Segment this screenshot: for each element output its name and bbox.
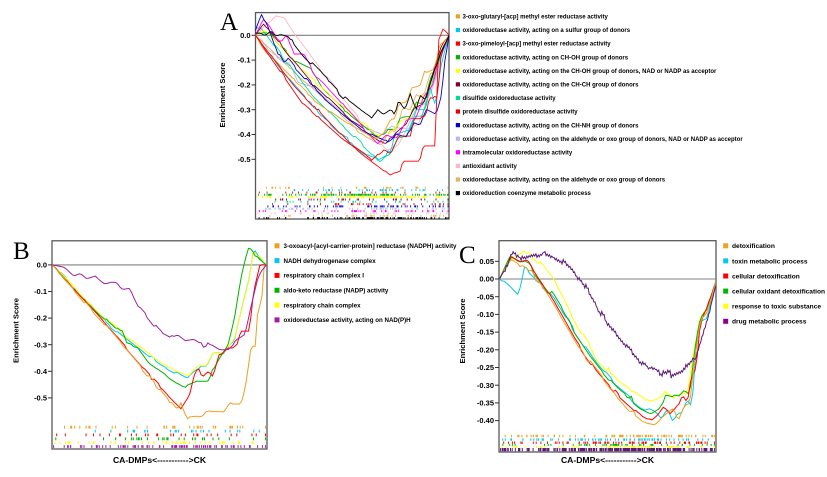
svg-text:-0.35: -0.35 bbox=[477, 399, 494, 408]
svg-text:oxidoreduction coenzyme metabo: oxidoreduction coenzyme metabolic proces… bbox=[463, 191, 592, 197]
svg-text:0.00: 0.00 bbox=[479, 275, 494, 284]
svg-text:CA-DMPs<----------->CK: CA-DMPs<----------->CK bbox=[561, 455, 655, 465]
svg-text:0.0: 0.0 bbox=[240, 31, 250, 40]
svg-text:oxidoreductase activity, actin: oxidoreductase activity, acting on a sul… bbox=[463, 28, 631, 34]
svg-text:oxidoreductase activity, actin: oxidoreductase activity, acting on the C… bbox=[463, 123, 640, 129]
svg-text:Enrichment Score: Enrichment Score bbox=[12, 298, 21, 363]
svg-text:respiratory chain complex: respiratory chain complex bbox=[284, 302, 362, 309]
svg-text:3-oxoacyl-[acyl-carrier-protei: 3-oxoacyl-[acyl-carrier-protein] reducta… bbox=[284, 243, 458, 250]
svg-text:oxidoreductase activity, actin: oxidoreductase activity, acting on the a… bbox=[463, 137, 744, 143]
svg-text:disulfide oxidoreductase activ: disulfide oxidoreductase activity bbox=[463, 96, 557, 102]
svg-text:-0.5: -0.5 bbox=[34, 394, 47, 403]
svg-text:respiratory chain complex I: respiratory chain complex I bbox=[284, 273, 365, 280]
svg-text:antioxidant activity: antioxidant activity bbox=[463, 164, 518, 170]
svg-text:oxidoreductase activity, actin: oxidoreductase activity, acting on the C… bbox=[463, 83, 640, 89]
svg-text:-0.1: -0.1 bbox=[238, 56, 251, 65]
svg-text:oxidoreductase activity, actin: oxidoreductase activity, acting on the a… bbox=[463, 178, 666, 184]
svg-text:3-oxo-pimeloyl-[acp] methyl es: 3-oxo-pimeloyl-[acp] methyl ester reduct… bbox=[463, 42, 612, 48]
svg-text:response to toxic substance: response to toxic substance bbox=[732, 304, 821, 311]
svg-text:aldo-keto reductase (NADP) act: aldo-keto reductase (NADP) activity bbox=[284, 287, 389, 294]
svg-text:-0.10: -0.10 bbox=[477, 310, 494, 319]
svg-text:0.0: 0.0 bbox=[37, 261, 47, 270]
svg-text:CA-DMPs<----------->CK: CA-DMPs<----------->CK bbox=[113, 455, 207, 465]
svg-text:-0.4: -0.4 bbox=[34, 367, 48, 376]
svg-text:B: B bbox=[13, 238, 30, 265]
svg-text:protein disulfide oxidoreducta: protein disulfide oxidoreductase activit… bbox=[463, 110, 579, 116]
svg-text:Enrichment Score: Enrichment Score bbox=[458, 299, 467, 364]
svg-text:-0.3: -0.3 bbox=[238, 105, 251, 114]
svg-text:oxidoreductase activity, actin: oxidoreductase activity, acting on CH-OH… bbox=[463, 55, 629, 61]
svg-text:oxidoreductase activity, actin: oxidoreductase activity, acting on NAD(P… bbox=[284, 317, 412, 324]
svg-text:cellular detoxification: cellular detoxification bbox=[732, 273, 800, 280]
svg-text:-0.25: -0.25 bbox=[477, 363, 494, 372]
svg-text:oxidoreductase activity, actin: oxidoreductase activity, acting on the C… bbox=[463, 69, 717, 75]
svg-text:toxin metabolic process: toxin metabolic process bbox=[732, 258, 808, 265]
svg-text:-0.2: -0.2 bbox=[34, 314, 47, 323]
svg-text:0.05: 0.05 bbox=[479, 257, 494, 266]
svg-text:-0.4: -0.4 bbox=[238, 130, 252, 139]
svg-text:3-oxo-glutaryl-[acp] methyl es: 3-oxo-glutaryl-[acp] methyl ester reduct… bbox=[463, 15, 609, 21]
svg-text:-0.20: -0.20 bbox=[477, 345, 494, 354]
svg-text:Enrichment Score: Enrichment Score bbox=[218, 63, 227, 128]
svg-text:-0.3: -0.3 bbox=[34, 340, 47, 349]
svg-text:cellular oxidant detoxificatio: cellular oxidant detoxification bbox=[732, 288, 825, 295]
svg-text:intramolecular oxidoreductase: intramolecular oxidoreductase activity bbox=[463, 150, 573, 156]
svg-text:-0.40: -0.40 bbox=[477, 416, 494, 425]
svg-text:detoxification: detoxification bbox=[732, 243, 775, 250]
svg-text:NADH dehydrogenase complex: NADH dehydrogenase complex bbox=[284, 258, 377, 265]
svg-text:C: C bbox=[459, 242, 476, 269]
svg-text:drug metabolic process: drug metabolic process bbox=[732, 319, 807, 326]
svg-text:A: A bbox=[220, 9, 238, 36]
svg-text:-0.05: -0.05 bbox=[477, 292, 494, 301]
svg-text:-0.2: -0.2 bbox=[238, 81, 251, 90]
svg-text:-0.1: -0.1 bbox=[34, 287, 47, 296]
svg-text:-0.5: -0.5 bbox=[238, 155, 251, 164]
svg-text:-0.15: -0.15 bbox=[477, 328, 494, 337]
svg-text:-0.30: -0.30 bbox=[477, 381, 494, 390]
